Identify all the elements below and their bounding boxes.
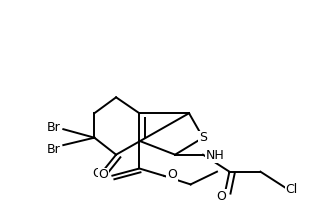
Text: NH: NH <box>206 149 225 162</box>
Text: S: S <box>199 131 207 144</box>
Text: O: O <box>93 167 102 180</box>
Text: Br: Br <box>47 143 61 156</box>
Text: Cl: Cl <box>285 183 298 196</box>
Text: O: O <box>167 168 177 181</box>
Text: O: O <box>99 168 109 181</box>
Text: Br: Br <box>47 121 61 134</box>
Text: O: O <box>217 190 227 203</box>
